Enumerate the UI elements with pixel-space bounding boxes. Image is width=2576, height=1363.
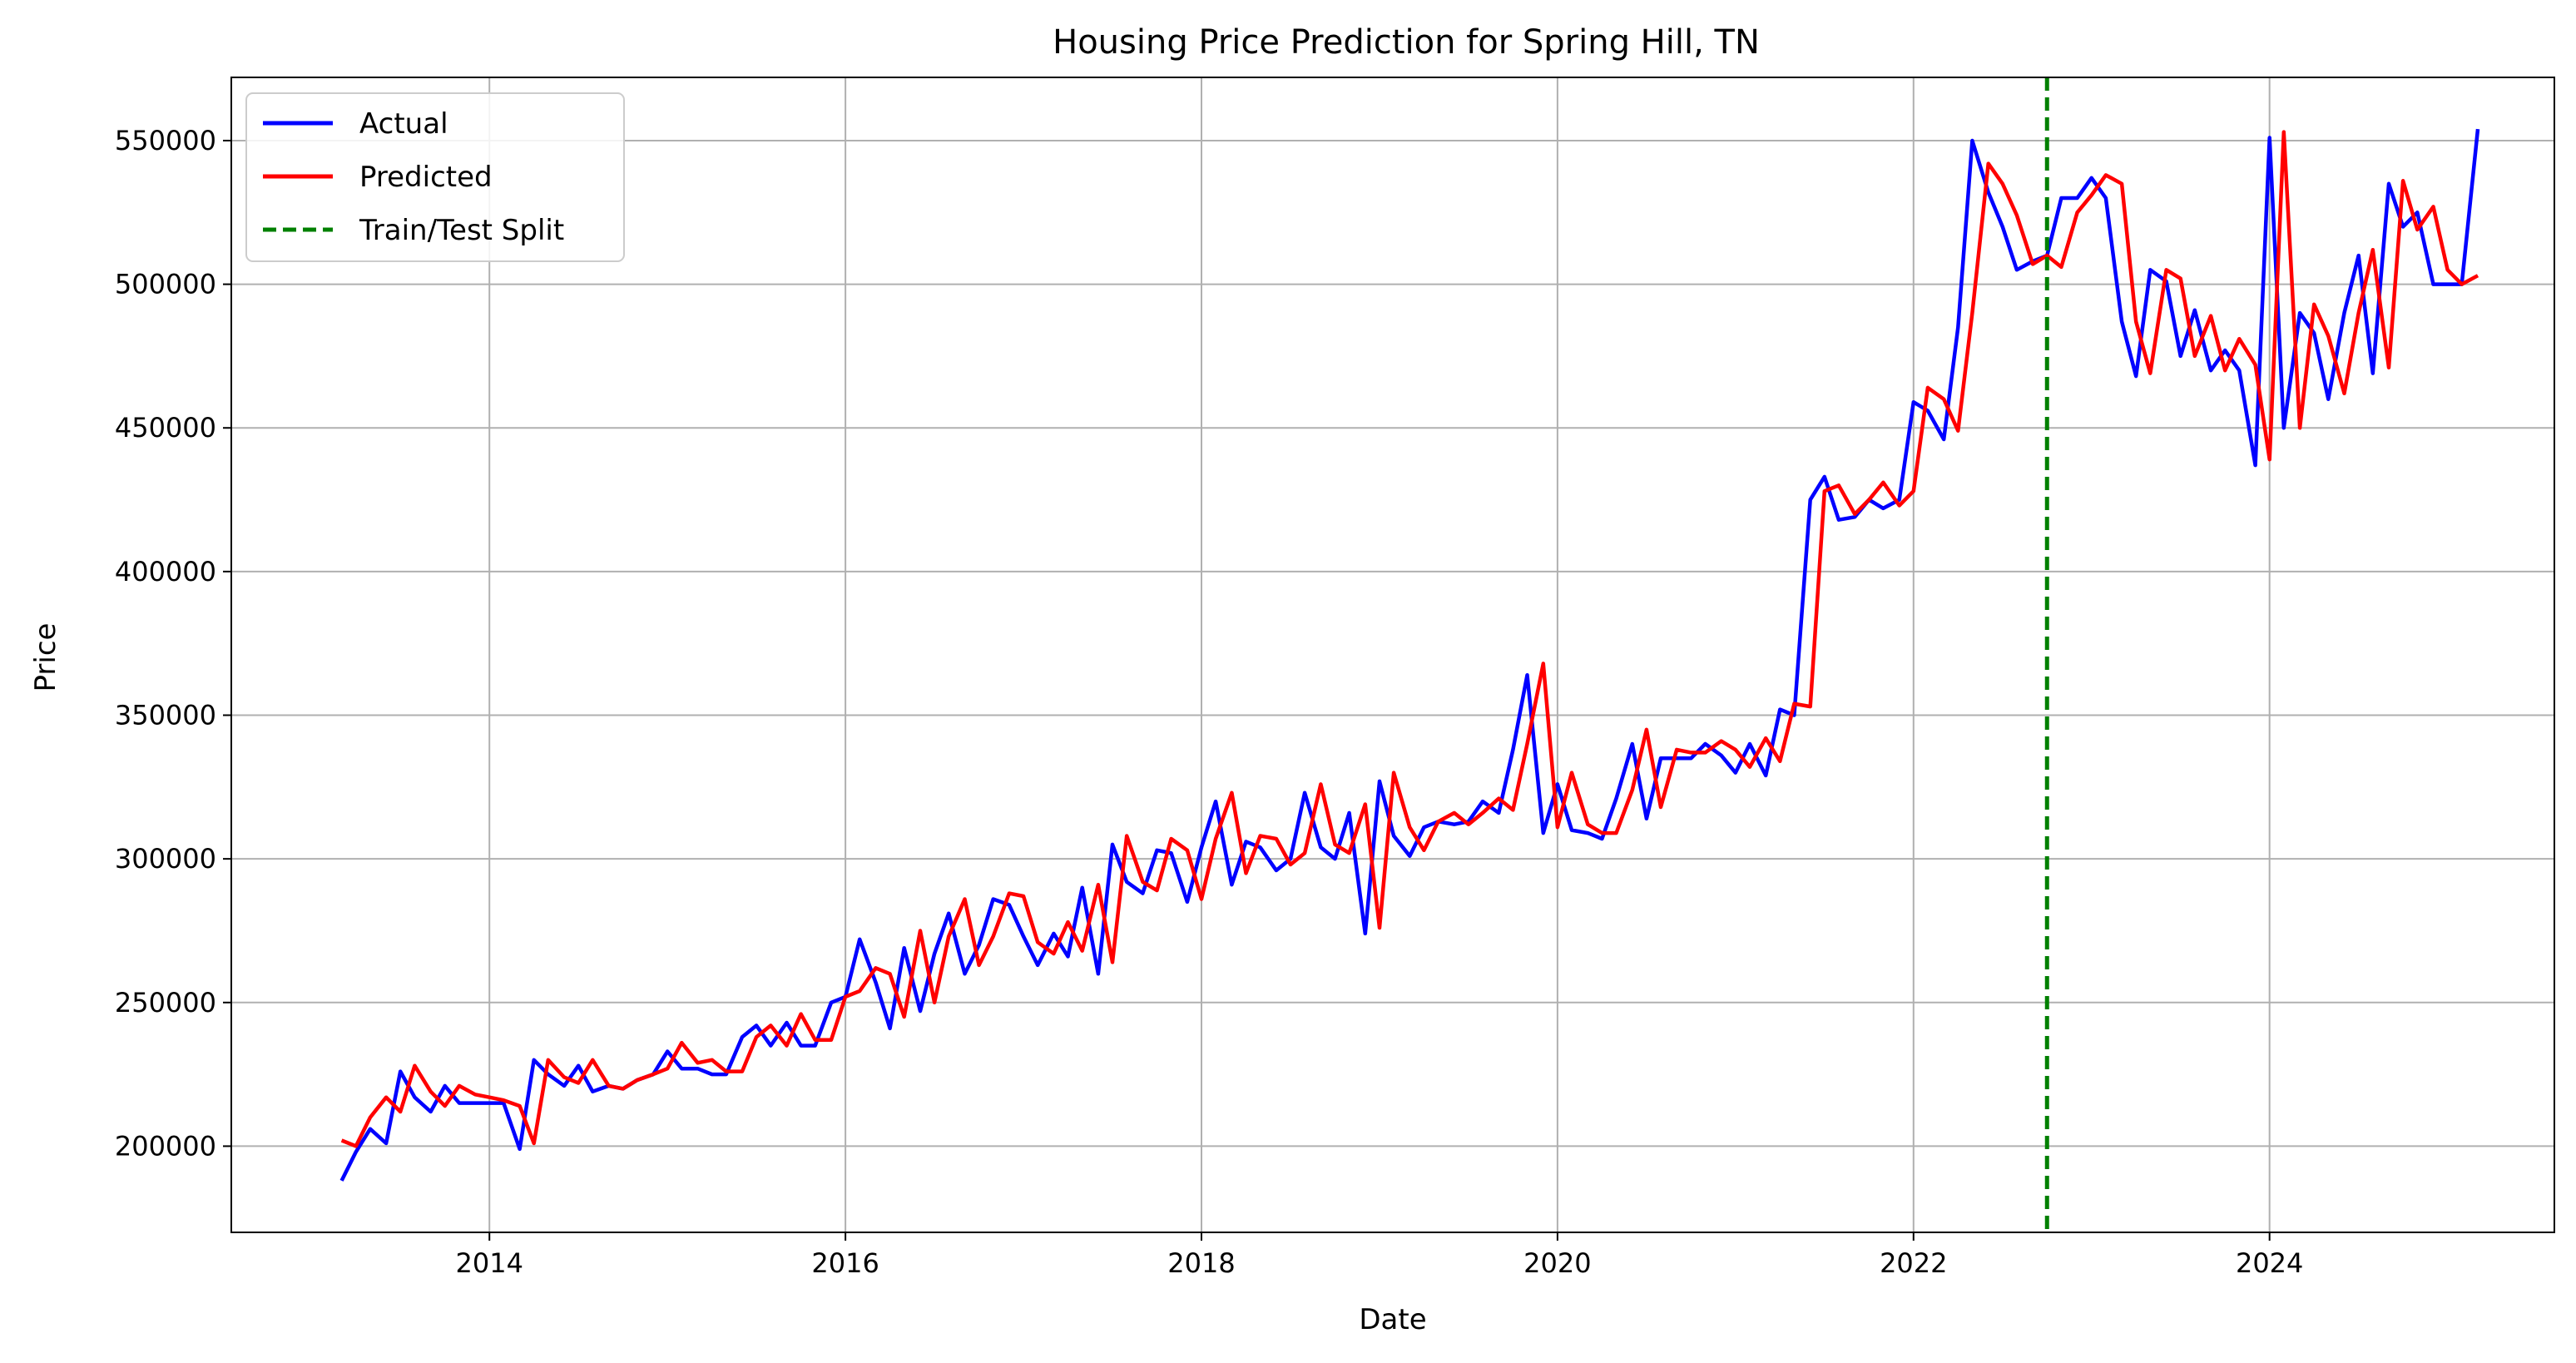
x-tick-label: 2014 (456, 1247, 523, 1279)
chart-title: Housing Price Prediction for Spring Hill… (1053, 23, 1760, 62)
legend-label-predicted: Predicted (359, 161, 493, 194)
x-tick-label: 2024 (2236, 1247, 2303, 1279)
y-tick-label: 500000 (115, 269, 216, 300)
y-tick-label: 250000 (115, 987, 216, 1019)
y-tick-label: 550000 (115, 125, 216, 156)
x-tick-label: 2022 (1880, 1247, 1947, 1279)
series-lines (339, 128, 2480, 1182)
series-line-actual (339, 128, 2480, 1182)
legend: Actual Predicted Train/Test Split (245, 92, 625, 262)
x-tick-label: 2016 (811, 1247, 879, 1279)
x-tick-label: 2018 (1167, 1247, 1235, 1279)
y-tick-label: 350000 (115, 700, 216, 731)
grid (231, 77, 2554, 1232)
x-axis-label: Date (1359, 1303, 1426, 1336)
plot-frame (230, 77, 2555, 1233)
series-line-predicted (340, 130, 2479, 1148)
legend-frame (245, 92, 625, 262)
y-tick-label: 450000 (115, 412, 216, 444)
y-axis-label: Price (29, 623, 62, 692)
y-tick-label: 400000 (115, 556, 216, 587)
legend-label-split: Train/Test Split (359, 214, 564, 247)
axis-ticks: 2014 2016 2018 2020 2022 2024 200000 250000 3000… (115, 125, 2304, 1279)
y-tick-label: 200000 (115, 1130, 216, 1162)
legend-label-actual: Actual (359, 107, 448, 141)
x-tick-label: 2020 (1523, 1247, 1591, 1279)
y-tick-label: 300000 (115, 843, 216, 875)
